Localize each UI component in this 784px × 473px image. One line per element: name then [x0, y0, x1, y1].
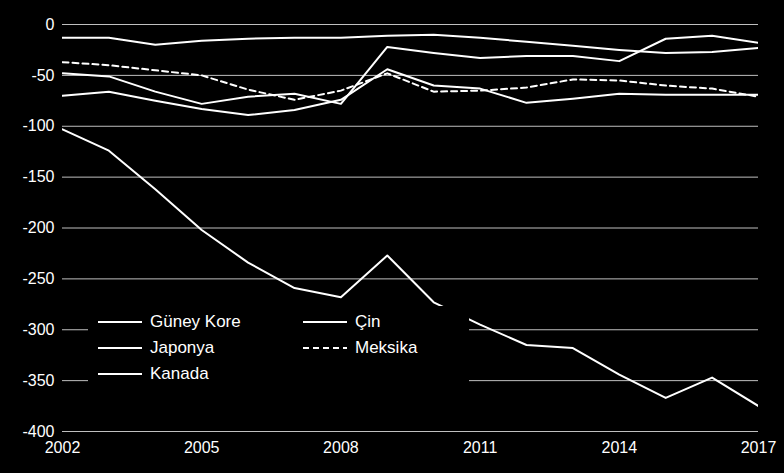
html-text:Çin: Çin — [355, 312, 381, 331]
svg-text:2011: 2011 — [463, 439, 498, 456]
html-text:Meksika: Meksika — [355, 338, 418, 357]
svg-text:-100: -100 — [22, 117, 54, 134]
html-text:Kanada: Kanada — [150, 364, 209, 383]
svg-text:-300: -300 — [22, 321, 54, 338]
svg-text:2008: 2008 — [323, 439, 359, 456]
svg-text:-400: -400 — [22, 423, 54, 440]
svg-text:-200: -200 — [22, 219, 54, 236]
svg-text:2017: 2017 — [741, 439, 777, 456]
svg-text:0: 0 — [46, 16, 55, 33]
html-text:Japonya: Japonya — [150, 338, 215, 357]
svg-text:2005: 2005 — [184, 439, 220, 456]
svg-text:-50: -50 — [31, 66, 54, 83]
svg-text:-350: -350 — [22, 372, 54, 389]
svg-text:-250: -250 — [22, 270, 54, 287]
svg-text:2002: 2002 — [45, 439, 81, 456]
svg-text:2014: 2014 — [602, 439, 638, 456]
html-text:Güney Kore: Güney Kore — [150, 312, 241, 331]
svg-text:-150: -150 — [22, 168, 54, 185]
